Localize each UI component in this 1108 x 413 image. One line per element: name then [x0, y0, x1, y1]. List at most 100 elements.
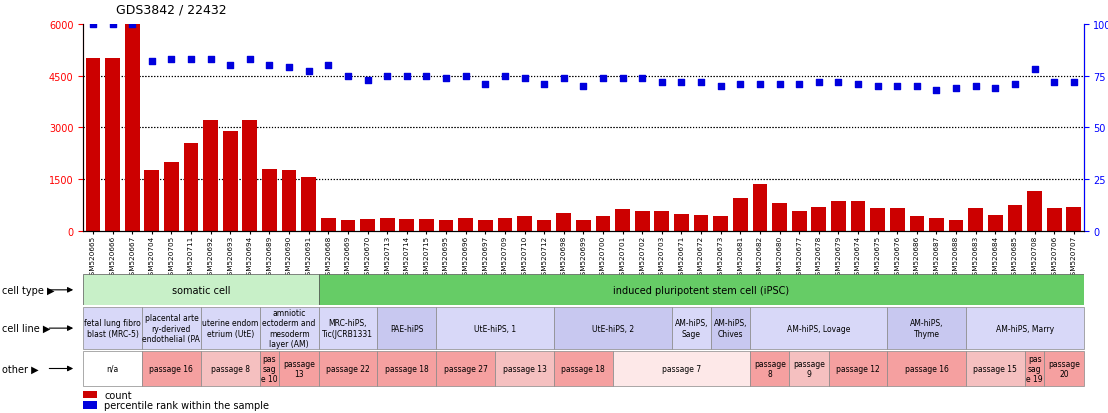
Bar — [105, 59, 120, 231]
Point — [1065, 79, 1083, 86]
Bar — [400, 220, 414, 231]
Bar — [733, 199, 748, 231]
Bar — [789, 351, 829, 386]
Point — [947, 85, 965, 92]
Point — [849, 81, 866, 88]
Bar — [966, 351, 1025, 386]
Bar — [83, 275, 318, 306]
Bar — [318, 308, 378, 349]
Point — [634, 75, 652, 82]
Point — [418, 73, 435, 80]
Point — [260, 63, 278, 69]
Point — [986, 85, 1004, 92]
Bar — [714, 217, 728, 231]
Point — [927, 88, 945, 94]
Text: percentile rank within the sample: percentile rank within the sample — [104, 400, 269, 410]
Bar — [1025, 351, 1045, 386]
Bar — [870, 209, 885, 231]
Bar — [378, 351, 437, 386]
Bar — [243, 121, 257, 231]
Bar — [478, 220, 493, 231]
Text: passage 7: passage 7 — [661, 364, 701, 373]
Point — [692, 79, 710, 86]
Bar — [752, 185, 767, 231]
Point — [456, 73, 474, 80]
Text: somatic cell: somatic cell — [172, 285, 230, 295]
Bar — [613, 351, 750, 386]
Text: UtE-hiPS, 2: UtE-hiPS, 2 — [592, 324, 634, 333]
Text: passage
8: passage 8 — [753, 359, 786, 378]
Text: AM-hiPS, Lovage: AM-hiPS, Lovage — [787, 324, 851, 333]
Bar — [890, 209, 904, 231]
Bar — [301, 178, 316, 231]
Bar — [83, 391, 96, 399]
Text: UtE-hiPS, 1: UtE-hiPS, 1 — [474, 324, 516, 333]
Text: passage 22: passage 22 — [326, 364, 370, 373]
Bar — [201, 308, 259, 349]
Point — [830, 79, 848, 86]
Text: passage 18: passage 18 — [562, 364, 605, 373]
Point — [143, 59, 161, 65]
Bar — [966, 308, 1084, 349]
Bar — [437, 308, 554, 349]
Point — [1006, 81, 1024, 88]
Bar — [203, 121, 218, 231]
Text: passage
13: passage 13 — [283, 359, 315, 378]
Text: passage
9: passage 9 — [793, 359, 825, 378]
Point — [790, 81, 808, 88]
Point — [378, 73, 396, 80]
Text: passage 13: passage 13 — [503, 364, 546, 373]
Bar — [223, 131, 237, 231]
Point — [242, 57, 259, 63]
Text: cell line ▶: cell line ▶ — [1, 323, 50, 333]
Text: passage 8: passage 8 — [211, 364, 249, 373]
Text: other ▶: other ▶ — [1, 363, 38, 374]
Point — [555, 75, 573, 82]
Bar — [772, 203, 787, 231]
Bar — [419, 220, 433, 231]
Bar — [554, 308, 671, 349]
Point — [869, 83, 886, 90]
Point — [535, 81, 553, 88]
Bar — [142, 308, 201, 349]
Point — [339, 73, 357, 80]
Point — [222, 63, 239, 69]
Bar — [83, 351, 142, 386]
Bar — [360, 220, 375, 231]
Point — [359, 77, 377, 84]
Bar — [596, 217, 611, 231]
Text: AM-hiPS,
Thyme: AM-hiPS, Thyme — [910, 319, 943, 338]
Bar — [1047, 209, 1061, 231]
Point — [751, 81, 769, 88]
Bar — [318, 275, 1084, 306]
Text: passage
20: passage 20 — [1048, 359, 1080, 378]
Text: cell type ▶: cell type ▶ — [1, 285, 54, 295]
Point — [810, 79, 828, 86]
Text: GDS3842 / 22432: GDS3842 / 22432 — [116, 4, 227, 17]
Text: passage 16: passage 16 — [150, 364, 193, 373]
Bar — [948, 220, 964, 231]
Point — [123, 21, 141, 28]
Point — [182, 57, 199, 63]
Bar — [576, 221, 591, 231]
Bar — [279, 351, 318, 386]
Point — [909, 83, 926, 90]
Point — [280, 65, 298, 71]
Point — [614, 75, 632, 82]
Bar — [829, 351, 888, 386]
Text: passage 15: passage 15 — [974, 364, 1017, 373]
Point — [84, 21, 102, 28]
Point — [438, 75, 455, 82]
Text: pas
sag
e 19: pas sag e 19 — [1026, 354, 1043, 383]
Bar — [495, 351, 554, 386]
Bar — [792, 211, 807, 231]
Bar — [930, 218, 944, 231]
Point — [594, 75, 612, 82]
Point — [163, 57, 181, 63]
Bar — [259, 351, 279, 386]
Text: AM-hiPS,
Sage: AM-hiPS, Sage — [675, 319, 708, 338]
Bar — [378, 308, 437, 349]
Bar — [635, 211, 649, 231]
Bar — [318, 351, 378, 386]
Bar — [439, 220, 453, 231]
